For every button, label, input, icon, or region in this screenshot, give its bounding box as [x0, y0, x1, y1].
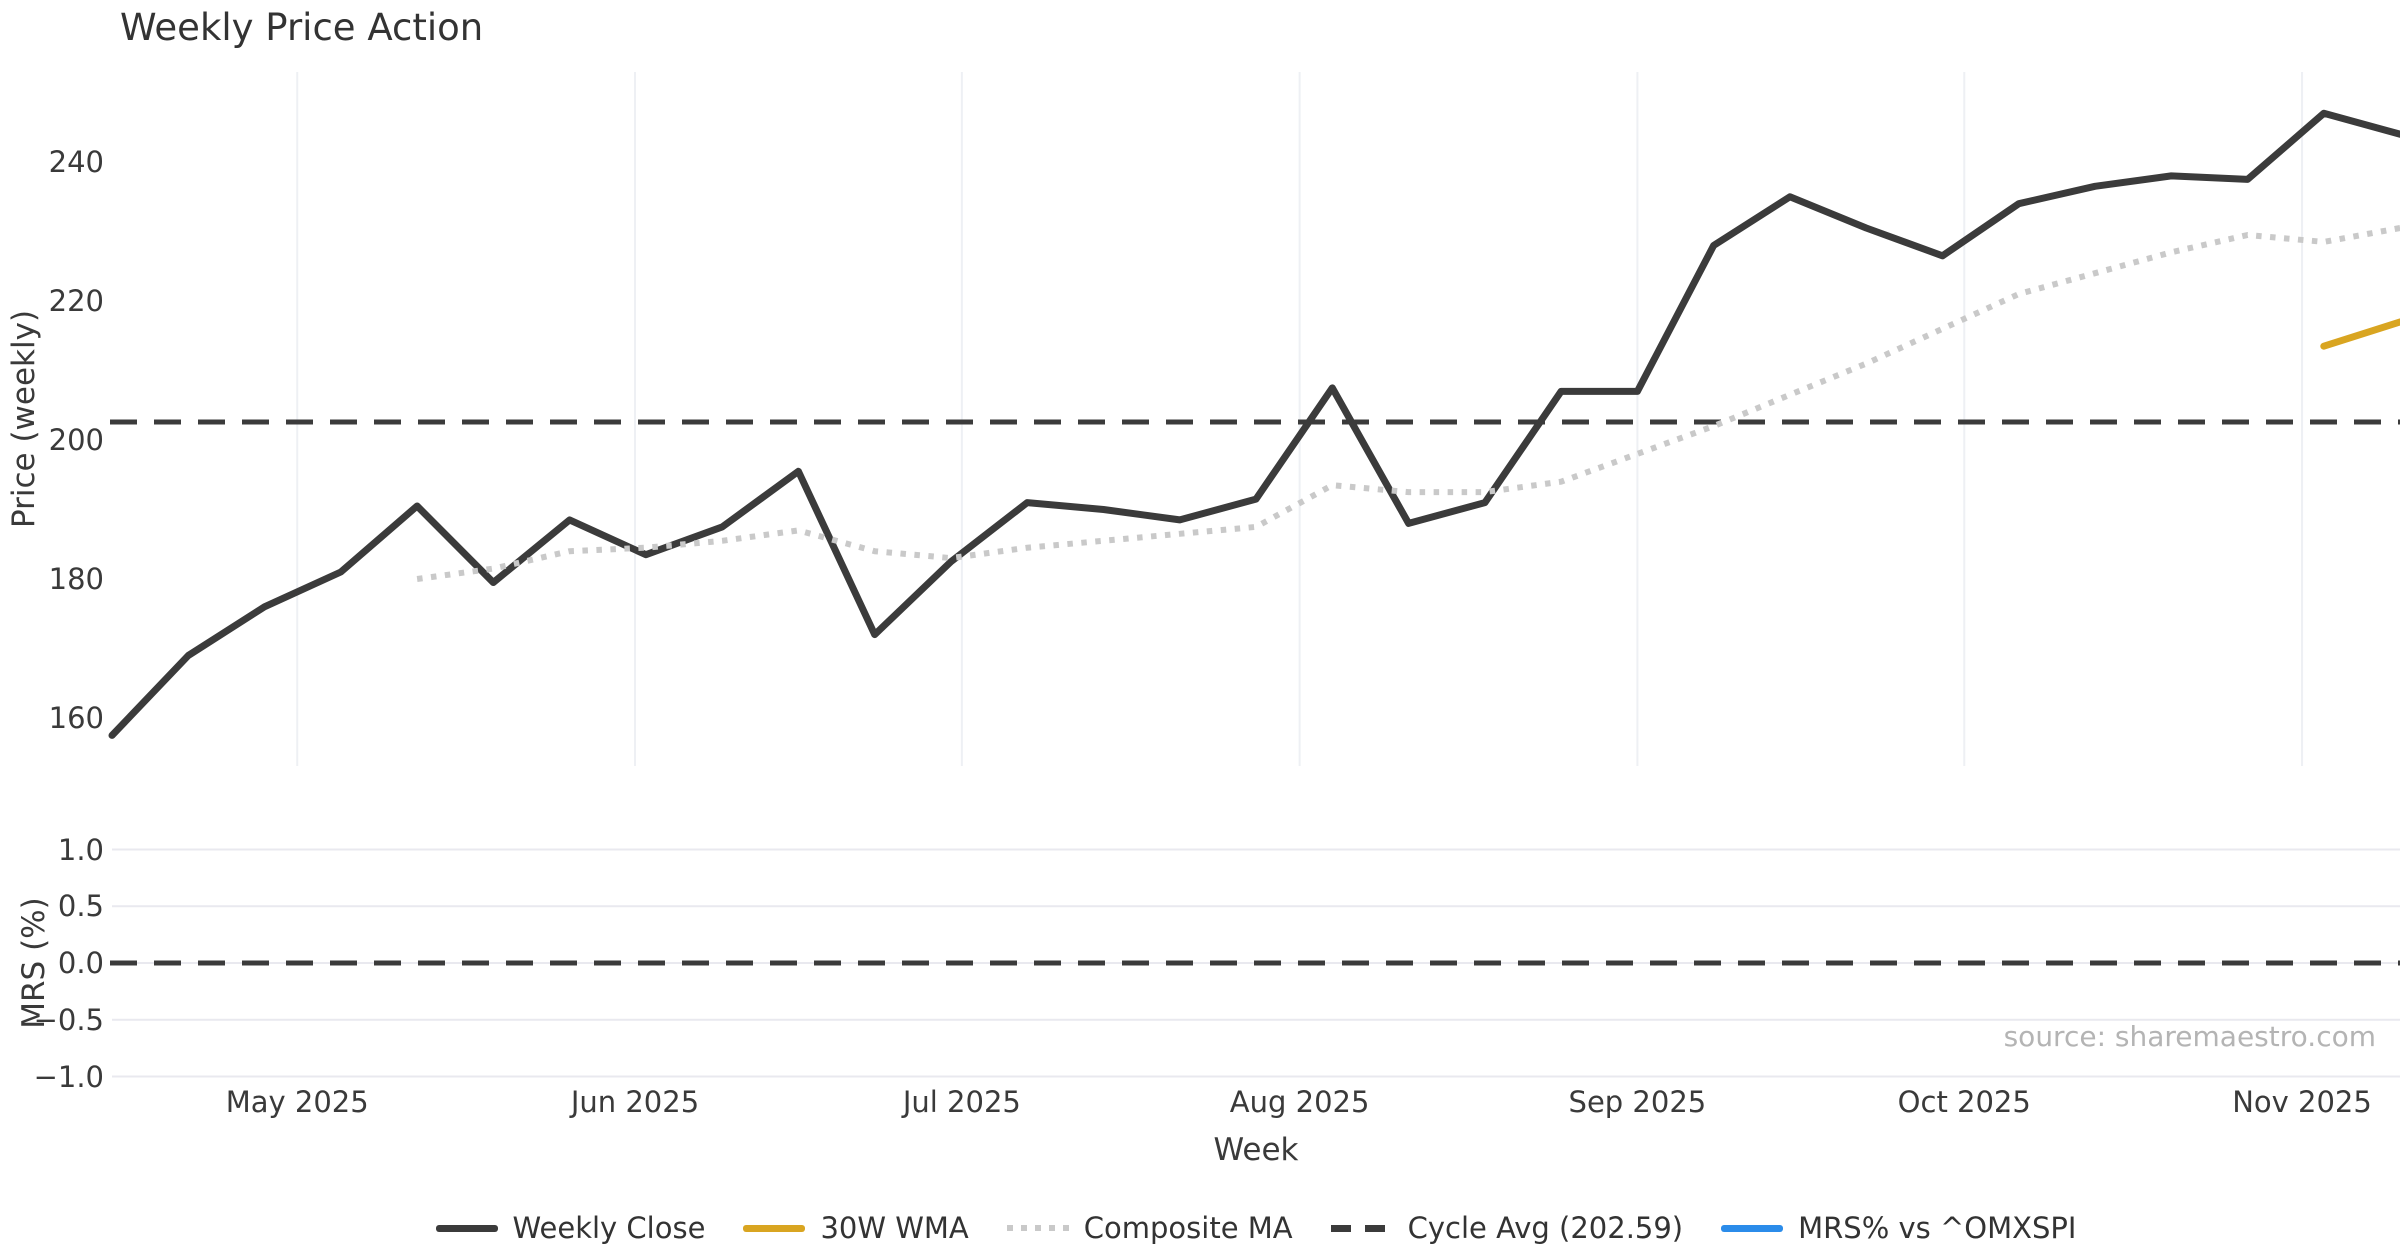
mrs-tick-label: 0.5 [57, 889, 104, 924]
legend-item-cycle-avg-202-59-: Cycle Avg (202.59) [1330, 1211, 1684, 1245]
price-tick-label: 180 [48, 562, 104, 596]
price-tick-label: 160 [48, 701, 104, 735]
legend-label: Cycle Avg (202.59) [1407, 1211, 1684, 1245]
mrs-tick-label: 0.0 [57, 946, 104, 980]
source-note: source: sharemaestro.com [2003, 1020, 2376, 1053]
month-tick-label: Aug 2025 [1229, 1085, 1370, 1119]
series-composite-ma [416, 225, 2400, 582]
price-tick-label: 240 [48, 145, 104, 179]
month-tick-label: Jun 2025 [570, 1085, 700, 1119]
price-tick-label: 220 [48, 284, 104, 318]
legend-label: Composite MA [1083, 1211, 1293, 1245]
legend: Weekly Close 30W WMA Composite MA Cycle Avg… [112, 1204, 2400, 1252]
month-tick-label: Nov 2025 [2232, 1085, 2372, 1119]
month-tick-label: Oct 2025 [1897, 1085, 2031, 1119]
mrs-tick-label: −1.0 [33, 1059, 104, 1094]
legend-item-weekly-close: Weekly Close [435, 1211, 706, 1245]
legend-label: 30W WMA [820, 1211, 969, 1245]
legend-item-composite-ma: Composite MA [1006, 1211, 1293, 1245]
legend-swatch [743, 1224, 806, 1232]
month-tick-label: Sep 2025 [1568, 1085, 1707, 1119]
legend-swatch [1721, 1224, 1784, 1232]
legend-item-30w-wma: 30W WMA [743, 1211, 969, 1245]
mrs-tick-label: −0.5 [33, 1002, 104, 1037]
series-weekly-close [108, 109, 2400, 739]
legend-label: MRS% vs ^OMXSPI [1798, 1211, 2077, 1245]
week-axis-label: Week [1213, 1132, 1299, 1168]
legend-swatch [435, 1224, 498, 1232]
legend-item-mrs-vs-omxspi: MRS% vs ^OMXSPI [1721, 1211, 2076, 1245]
month-tick-label: May 2025 [225, 1085, 369, 1119]
legend-swatch [1330, 1224, 1393, 1232]
month-tick-label: Jul 2025 [902, 1085, 1021, 1119]
mrs-tick-label: 1.0 [57, 832, 104, 867]
legend-swatch [1006, 1225, 1069, 1231]
legend-label: Weekly Close [512, 1211, 706, 1245]
price-tick-label: 200 [48, 423, 104, 457]
chart-title: Weekly Price Action [120, 6, 484, 49]
series-30w-wma [2320, 318, 2400, 350]
price-axis-label: Price (weekly) [6, 309, 42, 529]
